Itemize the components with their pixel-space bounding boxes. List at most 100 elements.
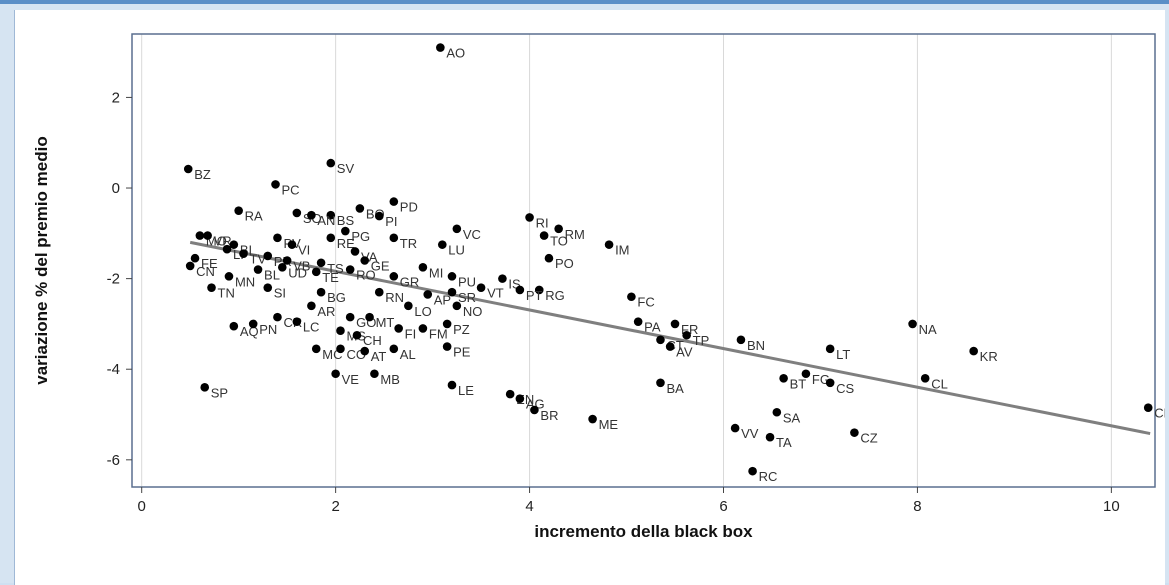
data-point — [326, 210, 336, 220]
data-point — [316, 287, 326, 297]
data-point — [185, 261, 195, 271]
point-label: VE — [342, 372, 360, 387]
y-tick-label: 2 — [112, 89, 120, 106]
data-point — [748, 466, 757, 476]
data-point — [200, 383, 210, 392]
data-point — [389, 344, 399, 354]
point-label: MN — [235, 274, 255, 289]
point-label: RE — [337, 236, 355, 251]
point-label: SV — [337, 161, 355, 176]
grid-layer — [141, 34, 1112, 487]
data-point — [336, 326, 345, 336]
point-label: RC — [759, 469, 778, 484]
point-label: KR — [980, 349, 998, 364]
point-label: VR — [214, 234, 232, 249]
data-point — [326, 158, 336, 168]
point-label: TA — [776, 435, 792, 450]
point-label: CE — [1154, 406, 1165, 421]
data-point — [447, 272, 457, 281]
data-point — [336, 344, 345, 354]
point-label: PN — [259, 322, 277, 337]
data-point — [539, 231, 549, 240]
data-point — [345, 265, 355, 274]
data-point — [195, 231, 205, 240]
data-point — [307, 210, 316, 220]
data-point — [515, 285, 525, 295]
data-point — [604, 240, 614, 249]
point-label: LO — [414, 304, 431, 319]
point-label: LE — [458, 383, 474, 398]
data-point — [447, 287, 457, 297]
data-point — [447, 380, 457, 390]
point-label: MB — [380, 372, 400, 387]
data-point — [544, 253, 554, 263]
point-label: RI — [536, 215, 549, 230]
data-point — [326, 233, 336, 243]
point-label: SP — [211, 385, 228, 400]
point-label: PU — [458, 274, 476, 289]
data-point — [360, 256, 370, 265]
data-point — [234, 206, 243, 215]
data-point — [670, 319, 680, 329]
data-point — [530, 405, 539, 415]
point-label: FG — [812, 372, 830, 387]
point-label: LC — [303, 320, 320, 335]
point-label: RO — [356, 268, 376, 283]
data-point — [515, 394, 525, 403]
data-point — [207, 283, 216, 292]
data-point — [498, 274, 507, 283]
data-point — [436, 43, 445, 52]
data-point — [355, 204, 365, 213]
point-label: CH — [363, 333, 382, 348]
point-label: VT — [487, 286, 504, 301]
data-point — [360, 346, 370, 356]
point-label: TO — [550, 234, 568, 249]
point-label: PZ — [453, 322, 470, 337]
data-point — [850, 428, 859, 437]
point-label: RM — [565, 227, 585, 242]
data-point — [345, 312, 355, 322]
data-point — [452, 301, 462, 311]
point-label: MI — [429, 265, 443, 280]
point-label: TN — [218, 286, 235, 301]
data-point — [418, 262, 428, 272]
data-point — [271, 180, 280, 189]
data-point — [442, 319, 452, 329]
point-label: SI — [274, 286, 286, 301]
data-point — [273, 312, 282, 322]
point-label: AR — [317, 304, 335, 319]
data-point — [665, 342, 675, 351]
data-point — [374, 287, 384, 297]
data-point — [404, 301, 413, 311]
data-point — [452, 224, 462, 234]
point-label: FI — [405, 326, 417, 341]
data-point — [525, 213, 534, 222]
data-point — [730, 423, 740, 433]
data-point — [183, 164, 193, 174]
point-label: BA — [666, 381, 684, 396]
point-label: ME — [599, 417, 619, 432]
data-point — [765, 432, 775, 442]
point-label: VV — [741, 426, 759, 441]
data-point — [736, 335, 746, 345]
data-point — [801, 369, 811, 379]
data-point — [263, 283, 273, 292]
point-label: PE — [453, 345, 471, 360]
data-point — [287, 240, 297, 249]
point-label: RN — [385, 290, 404, 305]
point-label: AG — [526, 397, 545, 412]
data-point — [224, 272, 234, 281]
data-point — [282, 256, 292, 265]
x-tick-label: 8 — [913, 498, 921, 515]
point-label: BR — [540, 408, 558, 423]
data-point — [394, 324, 403, 333]
point-label: TV — [250, 252, 267, 267]
point-label: CL — [931, 376, 948, 391]
data-point — [263, 251, 273, 261]
point-label: VB — [293, 259, 310, 274]
point-label: TP — [693, 333, 710, 348]
data-point — [418, 324, 428, 333]
data-point — [316, 258, 326, 268]
